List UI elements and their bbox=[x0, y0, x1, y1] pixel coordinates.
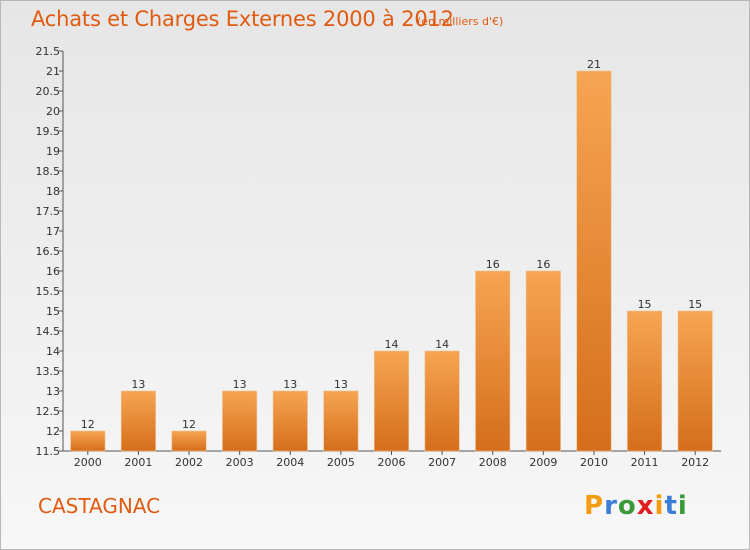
x-tick-label: 2008 bbox=[479, 456, 507, 469]
bar-2002 bbox=[171, 430, 207, 452]
bar-2003 bbox=[222, 390, 258, 452]
bars: 12 13 12 13 13 13 14 14 16 16 21 15 15 bbox=[70, 58, 713, 452]
x-axis-ticks: 2000 2001 2002 2003 2004 2005 2006 2007 2008 2009… bbox=[74, 451, 709, 469]
bar-2010 bbox=[576, 70, 612, 452]
x-tick-label: 2011 bbox=[631, 456, 659, 469]
y-tick-label: 12 bbox=[46, 425, 60, 438]
y-tick-label: 14.5 bbox=[36, 325, 61, 338]
bar-2008 bbox=[475, 270, 511, 452]
data-label-2003: 13 bbox=[233, 378, 247, 391]
y-tick-label: 13 bbox=[46, 385, 60, 398]
x-tick-label: 2000 bbox=[74, 456, 102, 469]
y-tick-label: 15 bbox=[46, 305, 60, 318]
y-axis-ticks: 11.5 12 12.5 13 13.5 14 14.5 15 15.5 16 16.5 17 17.5… bbox=[36, 45, 63, 458]
brand-letter: P bbox=[584, 491, 605, 521]
y-tick-label: 21.5 bbox=[36, 45, 61, 58]
bar-2007 bbox=[424, 350, 460, 452]
data-label-2012: 15 bbox=[688, 298, 702, 311]
bar-2012 bbox=[677, 310, 713, 452]
data-label-2004: 13 bbox=[283, 378, 297, 391]
bar-2000 bbox=[70, 430, 106, 452]
y-tick-label: 20 bbox=[46, 105, 60, 118]
x-tick-label: 2012 bbox=[681, 456, 709, 469]
y-tick-label: 17.5 bbox=[36, 205, 61, 218]
data-label-2006: 14 bbox=[385, 338, 399, 351]
brand-letter: x bbox=[636, 491, 655, 521]
y-tick-label: 13.5 bbox=[36, 365, 61, 378]
brand-letter: i bbox=[677, 491, 688, 521]
y-tick-label: 14 bbox=[46, 345, 60, 358]
y-tick-label: 20.5 bbox=[36, 85, 61, 98]
brand-letter: t bbox=[664, 491, 678, 521]
x-tick-label: 2010 bbox=[580, 456, 608, 469]
y-tick-label: 17 bbox=[46, 225, 60, 238]
x-tick-label: 2003 bbox=[226, 456, 254, 469]
y-tick-label: 21 bbox=[46, 65, 60, 78]
bar-2004 bbox=[272, 390, 308, 452]
bar-2006 bbox=[373, 350, 410, 452]
y-tick-label: 11.5 bbox=[36, 445, 61, 458]
brand-letter: o bbox=[617, 491, 637, 521]
x-tick-label: 2002 bbox=[175, 456, 203, 469]
x-tick-label: 2007 bbox=[428, 456, 456, 469]
y-tick-label: 19 bbox=[46, 145, 60, 158]
bar-2009 bbox=[525, 270, 561, 452]
y-tick-label: 18 bbox=[46, 185, 60, 198]
proxiti-logo: Proxiti bbox=[584, 491, 688, 521]
chart-title: Achats et Charges Externes 2000 à 2012 bbox=[31, 7, 454, 31]
data-label-2008: 16 bbox=[486, 258, 500, 271]
data-label-2011: 15 bbox=[638, 298, 652, 311]
chart-unit: (en milliers d'€) bbox=[417, 15, 504, 28]
x-tick-label: 2009 bbox=[529, 456, 557, 469]
y-tick-label: 12.5 bbox=[36, 405, 61, 418]
bar-2005 bbox=[323, 390, 359, 452]
brand-letter: r bbox=[604, 491, 618, 521]
data-label-2000: 12 bbox=[81, 418, 95, 431]
data-label-2005: 13 bbox=[334, 378, 348, 391]
data-label-2009: 16 bbox=[536, 258, 550, 271]
x-tick-label: 2001 bbox=[124, 456, 152, 469]
commune-name: CASTAGNAC bbox=[38, 494, 161, 518]
x-tick-label: 2004 bbox=[276, 456, 304, 469]
y-tick-label: 16.5 bbox=[36, 245, 61, 258]
bar-2001 bbox=[120, 390, 156, 452]
bar-2011 bbox=[627, 310, 663, 452]
y-tick-label: 19.5 bbox=[36, 125, 61, 138]
data-label-2010: 21 bbox=[587, 58, 601, 71]
data-label-2001: 13 bbox=[131, 378, 145, 391]
y-tick-label: 18.5 bbox=[36, 165, 61, 178]
y-tick-label: 15.5 bbox=[36, 285, 61, 298]
y-tick-label: 16 bbox=[46, 265, 60, 278]
x-tick-label: 2005 bbox=[327, 456, 355, 469]
data-label-2002: 12 bbox=[182, 418, 196, 431]
data-label-2007: 14 bbox=[435, 338, 449, 351]
x-tick-label: 2006 bbox=[378, 456, 406, 469]
brand-letter: i bbox=[654, 491, 665, 521]
